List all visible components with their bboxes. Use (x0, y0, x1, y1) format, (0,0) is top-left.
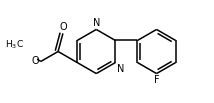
Text: N: N (93, 18, 100, 28)
Text: N: N (117, 64, 124, 74)
Text: H$_3$C: H$_3$C (5, 39, 24, 51)
Text: O: O (60, 22, 67, 32)
Text: F: F (154, 75, 159, 85)
Text: O: O (31, 56, 39, 66)
